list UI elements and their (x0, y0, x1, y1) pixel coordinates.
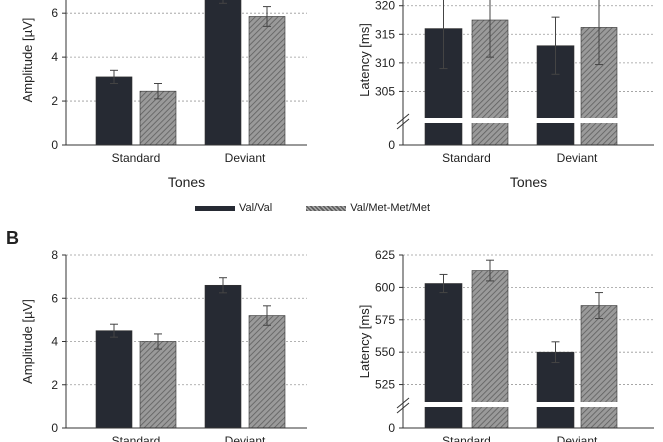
chart-a-latency: 0 305 310 315 320 Standard Deviant Tones Latency… (357, 0, 654, 190)
bar-standard-val-val (95, 330, 133, 429)
y-tick-label-625: 625 (375, 248, 395, 262)
y-tick-label-525: 525 (375, 378, 395, 392)
y-tick-label-4: 4 (51, 50, 58, 64)
y-axis-title: Amplitude [µV] (20, 18, 35, 103)
bar-deviant-val-val (536, 351, 575, 429)
x-tick-label-standard: Standard (442, 434, 491, 442)
x-axis-title: Tones (168, 174, 205, 190)
chart-b-latency: 0 525 550 575 600 625 Standard Deviant Latency [… (357, 248, 654, 442)
x-tick-label-deviant: Deviant (557, 434, 598, 442)
y-axis-title: Latency [ms] (357, 23, 372, 97)
y-tick-label-320: 320 (375, 0, 395, 13)
y-tick-label-575: 575 (375, 313, 395, 327)
y-tick-label-4: 4 (51, 335, 58, 349)
y-tick-label-0: 0 (388, 421, 395, 435)
bar-standard-met (139, 341, 177, 429)
axis-break-gap (391, 118, 654, 123)
bar-deviant-val-val (204, 0, 242, 146)
y-tick-label-550: 550 (375, 345, 395, 359)
x-tick-label-deviant: Deviant (225, 151, 266, 165)
legend-label-met: Val/Met-Met/Met (350, 202, 431, 214)
panel-label-b: B (6, 228, 19, 248)
legend-swatch-val-val (195, 205, 235, 211)
y-axis-title: Latency [ms] (357, 305, 372, 379)
y-tick-label-600: 600 (375, 280, 395, 294)
x-tick-label-standard: Standard (442, 151, 491, 165)
x-tick-label-standard: Standard (112, 434, 161, 442)
x-tick-label-deviant: Deviant (225, 434, 266, 442)
chart-a-amplitude: 0 2 4 6 Standard Deviant Tones Amplitude [µV] (20, 0, 307, 190)
y-tick-label-315: 315 (375, 27, 395, 41)
legend: Val/Val Val/Met-Met/Met (195, 200, 464, 216)
y-tick-label-2: 2 (51, 378, 58, 392)
y-tick-label-8: 8 (51, 248, 58, 262)
legend-item-met: Val/Met-Met/Met (306, 202, 430, 214)
legend-swatch-met (306, 205, 347, 211)
x-tick-label-standard: Standard (112, 151, 161, 165)
chart-b-amplitude: 0 2 4 6 8 Standard Deviant Amplitude [µV] (20, 248, 307, 442)
x-tick-label-deviant: Deviant (557, 151, 598, 165)
y-tick-label-2: 2 (51, 94, 58, 108)
bar-standard-val-val (95, 76, 133, 146)
legend-item-val-val: Val/Val (195, 202, 272, 214)
bar-standard-met (471, 270, 509, 429)
bar-deviant-met (248, 315, 286, 429)
y-tick-label-0: 0 (51, 138, 58, 152)
axis-break-gap (391, 402, 654, 407)
bar-deviant-met (580, 305, 618, 429)
y-tick-label-310: 310 (375, 56, 395, 70)
y-tick-label-6: 6 (51, 6, 58, 20)
y-axis-title: Amplitude [µV] (20, 299, 35, 384)
y-tick-label-0: 0 (388, 138, 395, 152)
y-tick-label-0: 0 (51, 421, 58, 435)
legend-label-val-val: Val/Val (239, 202, 273, 214)
x-axis-title: Tones (510, 174, 547, 190)
y-tick-label-6: 6 (51, 291, 58, 305)
y-tick-label-305: 305 (375, 84, 395, 98)
bar-deviant-val-val (204, 284, 242, 429)
bar-deviant-met (248, 16, 286, 146)
